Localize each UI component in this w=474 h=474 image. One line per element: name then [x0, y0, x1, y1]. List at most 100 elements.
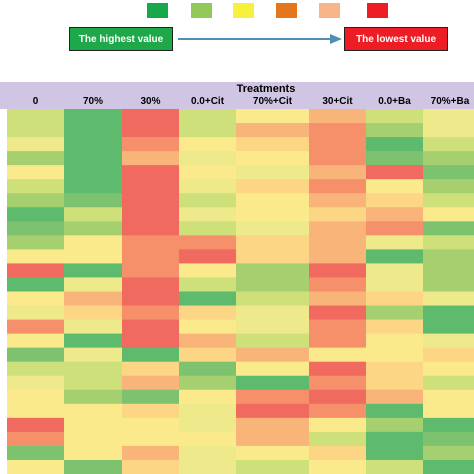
heatmap-cell	[122, 165, 179, 180]
heatmap-cell	[179, 403, 236, 419]
heatmap-cell	[122, 123, 179, 138]
heatmap-header: Treatments 0 70% 30% 0.0+Cit 70%+Cit 30+Cit 0.…	[0, 82, 474, 109]
heatmap-cell	[236, 403, 309, 419]
heatmap-cell	[179, 151, 236, 166]
legend-swatch	[233, 3, 254, 18]
heatmap-cell	[423, 291, 474, 307]
heatmap-cell	[236, 347, 309, 363]
heatmap-cell	[423, 347, 474, 363]
heatmap-cell	[366, 403, 423, 419]
heatmap-cell	[122, 375, 179, 391]
heatmap-cell	[236, 445, 309, 461]
heatmap-cell	[7, 123, 64, 138]
heatmap-cell	[179, 459, 236, 474]
heatmap-cell	[309, 165, 366, 180]
heatmap-cell	[423, 459, 474, 474]
heatmap-cell	[64, 389, 122, 405]
heatmap-cell	[423, 151, 474, 166]
heatmap-cell	[64, 179, 122, 194]
heatmap-cell	[366, 179, 423, 194]
heatmap-cell	[236, 165, 309, 180]
heatmap-cell	[309, 445, 366, 461]
heatmap-cell	[179, 193, 236, 208]
heatmap-cell	[122, 305, 179, 321]
heatmap-cell	[366, 333, 423, 349]
heatmap-cell	[122, 347, 179, 363]
heatmap-cell	[366, 109, 423, 124]
heatmap-cell	[122, 221, 179, 236]
heatmap-cell	[7, 137, 64, 152]
heatmap-cell	[309, 109, 366, 124]
heatmap-cell	[179, 235, 236, 250]
heatmap-cell	[423, 361, 474, 377]
heatmap-cell	[236, 291, 309, 307]
heatmap-cell	[7, 193, 64, 208]
heatmap-cell	[236, 431, 309, 447]
heatmap-cell	[7, 445, 64, 461]
heatmap-cell	[423, 123, 474, 138]
heatmap-cell	[309, 221, 366, 236]
heatmap-cell	[366, 445, 423, 461]
heatmap-cell	[309, 347, 366, 363]
arrow-head	[330, 34, 342, 44]
heatmap-cell	[179, 445, 236, 461]
heatmap-cell	[309, 193, 366, 208]
heatmap-cell	[122, 291, 179, 307]
heatmap-cell	[122, 361, 179, 377]
heatmap-cell	[423, 235, 474, 250]
heatmap-cell	[309, 305, 366, 321]
heatmap-cell	[64, 207, 122, 222]
heatmap-cell	[64, 403, 122, 419]
heatmap-cell	[122, 277, 179, 293]
column-label: 70%+Cit	[252, 96, 293, 107]
heatmap-cell	[236, 179, 309, 194]
heatmap-cell	[179, 417, 236, 433]
heatmap-cell	[122, 193, 179, 208]
heatmap-cell	[7, 179, 64, 194]
heatmap-cell	[423, 403, 474, 419]
heatmap-cell	[64, 361, 122, 377]
heatmap-cell	[236, 221, 309, 236]
heatmap-cell	[7, 305, 64, 321]
heatmap-cell	[236, 249, 309, 265]
heatmap-cell	[309, 277, 366, 293]
heatmap-cell	[309, 249, 366, 265]
heatmap-cell	[7, 151, 64, 166]
heatmap-cell	[423, 375, 474, 391]
heatmap-cell	[179, 333, 236, 349]
heatmap-cell	[366, 361, 423, 377]
heatmap-cell	[7, 431, 64, 447]
heatmap-cell	[366, 431, 423, 447]
heatmap-cell	[309, 151, 366, 166]
heatmap-cell	[366, 417, 423, 433]
heatmap-cell	[64, 417, 122, 433]
heatmap-cell	[423, 249, 474, 265]
column-label: 0.0+Cit	[190, 96, 225, 107]
column-label: 30%	[140, 96, 161, 107]
heatmap-cell	[7, 347, 64, 363]
heatmap-cell	[236, 193, 309, 208]
column-label: 0.0+Ba	[378, 96, 411, 107]
heatmap-cell	[64, 291, 122, 307]
heatmap-cell	[122, 431, 179, 447]
heatmap-cell	[7, 333, 64, 349]
heatmap-cell	[236, 319, 309, 335]
heatmap-cell	[179, 319, 236, 335]
heatmap-cell	[423, 137, 474, 152]
heatmap-cell	[122, 263, 179, 279]
heatmap-cell	[236, 207, 309, 222]
heatmap-cell	[309, 333, 366, 349]
heatmap-cell	[423, 193, 474, 208]
heatmap-cell	[7, 221, 64, 236]
heatmap-cell	[309, 389, 366, 405]
heatmap-cell	[64, 193, 122, 208]
heatmap-cell	[366, 347, 423, 363]
heatmap-cell	[7, 165, 64, 180]
heatmap-cell	[309, 123, 366, 138]
heatmap-cell	[122, 109, 179, 124]
heatmap-cell	[7, 403, 64, 419]
heatmap-cell	[366, 235, 423, 250]
heatmap-cell	[366, 165, 423, 180]
heatmap-cell	[122, 151, 179, 166]
heatmap-cell	[122, 319, 179, 335]
